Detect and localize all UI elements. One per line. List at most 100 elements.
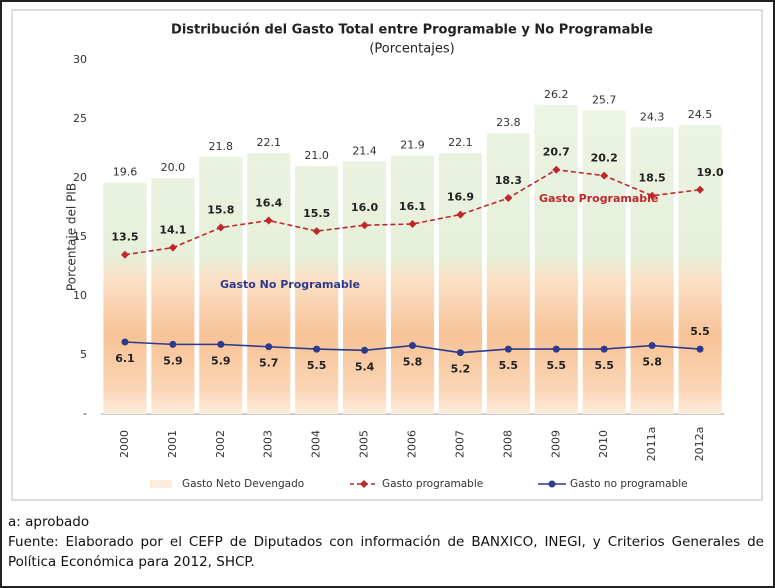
y-tick-label: 10 [73, 289, 87, 302]
chart-subtitle: (Porcentajes) [369, 42, 454, 57]
point-value-label: 5.5 [594, 359, 614, 372]
marker [456, 210, 465, 219]
bar [390, 155, 435, 414]
bar-value-label: 19.6 [113, 166, 138, 179]
marker [648, 191, 657, 200]
bar [295, 166, 339, 414]
legend-label: Gasto programable [382, 478, 483, 490]
bar [534, 104, 578, 414]
point-value-label: 20.7 [543, 146, 570, 159]
x-tick-label: 2010 [597, 430, 610, 458]
point-value-label: 5.5 [690, 325, 710, 338]
y-tick-label: 15 [73, 230, 87, 243]
point-value-label: 15.8 [207, 204, 234, 217]
marker [265, 343, 273, 351]
bar-value-label: 24.5 [688, 108, 713, 121]
point-value-label: 5.4 [355, 360, 375, 373]
bar-value-label: 26.2 [544, 88, 569, 101]
bar-value-label: 22.1 [448, 136, 473, 149]
point-value-label: 14.1 [159, 224, 186, 237]
x-tick-label: 2000 [118, 430, 131, 458]
bar [678, 124, 722, 415]
x-tick-label: 2005 [358, 430, 371, 458]
x-tick-label: 2007 [453, 430, 466, 458]
point-value-label: 5.5 [307, 359, 327, 372]
legend-marker [548, 480, 556, 488]
bar [486, 133, 530, 414]
marker [313, 345, 321, 353]
x-tick-label: 2012a [693, 427, 706, 462]
point-value-label: 5.5 [499, 359, 519, 372]
legend-marker [360, 480, 368, 488]
notes: a: aprobado Fuente: Elaborado por el CEF… [8, 512, 764, 572]
bar [343, 161, 387, 414]
chart: Distribución del Gasto Total entre Progr… [11, 9, 763, 501]
marker [552, 165, 561, 174]
annotation: Gasto Programable [539, 192, 658, 205]
bar-value-label: 24.3 [640, 110, 665, 123]
bar-value-label: 22.1 [256, 136, 281, 149]
x-tick-label: 2009 [549, 430, 562, 458]
marker [312, 227, 321, 236]
point-value-label: 15.5 [303, 207, 330, 220]
marker [600, 345, 608, 353]
note: a: aprobado [8, 514, 90, 530]
y-tick-label: 25 [73, 112, 87, 125]
point-value-label: 5.5 [547, 359, 567, 372]
marker [696, 345, 704, 353]
marker [264, 216, 273, 225]
marker [648, 342, 656, 350]
x-tick-label: 2004 [310, 430, 323, 458]
marker [408, 220, 417, 229]
point-value-label: 5.2 [451, 363, 471, 376]
y-tick-label: 30 [73, 53, 87, 66]
point-value-label: 13.5 [111, 231, 138, 244]
chart-frame [11, 9, 763, 501]
point-value-label: 16.9 [447, 191, 474, 204]
marker [121, 338, 129, 346]
annotation: Gasto No Programable [220, 278, 360, 291]
point-value-label: 18.3 [495, 174, 522, 187]
bar-value-label: 23.8 [496, 116, 521, 129]
point-value-label: 5.8 [642, 356, 662, 369]
point-value-label: 18.5 [639, 172, 666, 185]
marker [361, 346, 369, 354]
marker [120, 250, 129, 259]
marker [216, 223, 225, 232]
point-value-label: 5.9 [211, 354, 231, 367]
marker [504, 194, 513, 203]
bar-value-label: 20.0 [161, 161, 186, 174]
marker [217, 340, 225, 348]
marker [456, 349, 464, 357]
marker [696, 185, 705, 194]
x-tick-label: 2008 [501, 430, 514, 458]
point-value-label: 5.9 [163, 354, 183, 367]
bar [247, 153, 291, 414]
bar-value-label: 21.8 [209, 140, 234, 153]
x-tick-label: 2006 [406, 430, 419, 458]
marker [600, 171, 609, 180]
bar-value-label: 21.0 [304, 149, 329, 162]
point-value-label: 5.8 [403, 356, 423, 369]
marker [504, 345, 512, 353]
bar [199, 156, 243, 414]
legend-swatch [150, 480, 172, 488]
y-tick-label: - [83, 407, 87, 420]
point-value-label: 19.0 [696, 166, 723, 179]
bar-value-label: 21.4 [352, 144, 377, 157]
x-tick-label: 2002 [214, 430, 227, 458]
y-tick-label: 5 [80, 348, 87, 361]
point-value-label: 16.4 [255, 196, 282, 209]
point-value-label: 20.2 [591, 152, 618, 165]
point-value-label: 6.1 [115, 352, 135, 365]
legend-label: Gasto Neto Devengado [182, 478, 304, 490]
chart-title: Distribución del Gasto Total entre Progr… [171, 23, 653, 38]
x-tick-label: 2011a [645, 427, 658, 462]
bar [151, 178, 195, 414]
y-axis-label: Porcentaje del PIB [65, 183, 79, 291]
marker [409, 342, 416, 350]
x-tick-label: 2003 [262, 430, 275, 458]
point-value-label: 5.7 [259, 357, 279, 370]
bar [438, 153, 482, 414]
